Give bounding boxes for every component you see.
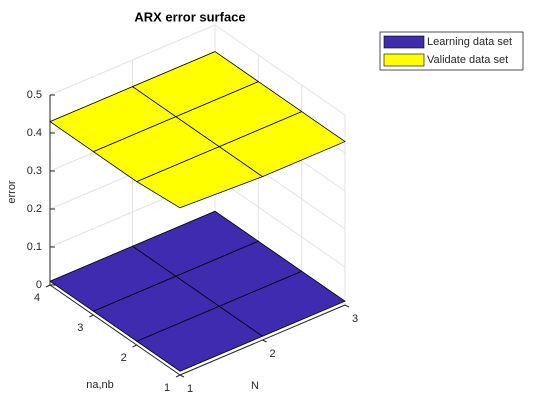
x-axis-label: N [251,380,259,392]
x-tick [179,374,185,378]
x-tick-label: 3 [352,313,358,325]
y-axis-label: na,nb [86,379,114,391]
grid-line [214,24,346,116]
chart-title: ARX error surface [134,9,245,24]
z-tick-label: 0 [36,279,42,291]
grid-line [49,24,216,96]
legend-label: Validate data set [427,54,508,66]
z-axis-label: error [6,180,18,204]
x-tick [344,304,350,308]
legend-label: Learning data set [427,36,512,48]
y-tick-label: 4 [34,292,40,304]
y-tick-label: 2 [121,352,127,364]
y-axis-line [49,284,181,376]
y-tick [132,344,137,348]
z-tick-label: 0.2 [27,203,42,215]
y-tick [175,374,181,378]
x-tick-label: 1 [187,383,193,395]
z-tick-label: 0.4 [27,127,42,139]
surface-cell [131,210,260,277]
y-tick [89,314,94,318]
z-tick-label: 0.1 [27,241,42,253]
surface-cell [131,51,260,118]
y-tick [45,284,51,288]
legend-swatch [383,35,425,49]
z-tick-label: 0.5 [27,89,42,101]
x-tick-label: 2 [269,348,275,360]
z-tick-label: 0.3 [27,165,42,177]
y-tick-label: 3 [77,322,83,334]
grid-line [214,176,346,268]
x-tick [262,339,267,343]
y-tick-label: 1 [164,382,170,394]
legend-swatch [383,53,425,67]
